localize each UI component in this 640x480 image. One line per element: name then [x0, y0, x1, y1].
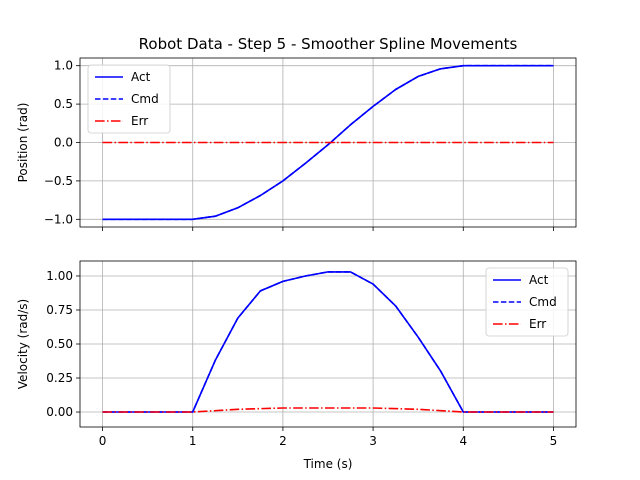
legend-label-cmd: Cmd: [131, 92, 159, 106]
legend-box: [485, 267, 569, 337]
series-line-cmd: [102, 271, 554, 413]
x-tick-label: 0: [99, 434, 107, 448]
legend: Act Cmd Err: [87, 64, 171, 134]
x-tick-label: 5: [550, 434, 558, 448]
y-tick-label: 0.75: [46, 303, 73, 317]
y-axis-label: Velocity (rad/s): [16, 299, 30, 389]
y-tick-label: 0.5: [54, 97, 73, 111]
legend-label-act: Act: [529, 273, 549, 287]
y-tick-label: 0.50: [46, 337, 73, 351]
series-line-err: [102, 407, 554, 413]
y-tick-label: −1.0: [44, 212, 73, 226]
y-tick-label: 0.00: [46, 405, 73, 419]
legend: Act Cmd Err: [485, 267, 569, 337]
x-axis-label: Time (s): [303, 457, 353, 471]
y-tick-label: 0.0: [54, 136, 73, 150]
x-tick-label: 3: [369, 434, 377, 448]
x-tick-label: 1: [189, 434, 197, 448]
y-axis-label: Position (rad): [16, 103, 30, 183]
legend-label-act: Act: [131, 70, 151, 84]
y-tick-label: 1.00: [46, 269, 73, 283]
legend-label-err: Err: [131, 114, 148, 128]
velocity-subplot: 0 1 2 3 4 5 0.00 0.25 0.50 0.75 1.00 Velocity (rad/…: [16, 260, 577, 448]
chart-title: Robot Data - Step 5 - Smoother Spline Mo…: [139, 35, 518, 53]
x-tick-label: 2: [279, 434, 287, 448]
plot-frame: [79, 57, 577, 228]
plot-frame: [79, 260, 577, 428]
x-tick-label: 4: [459, 434, 467, 448]
legend-box: [87, 64, 171, 134]
y-tick-label: −0.5: [44, 174, 73, 188]
position-subplot: −1.0 −0.5 0.0 0.5 1.0 Position (rad) Act Cmd Err: [16, 57, 577, 231]
y-tick-label: 1.0: [54, 59, 73, 73]
series-line-cmd: [102, 64, 554, 221]
legend-label-cmd: Cmd: [529, 295, 557, 309]
y-tick-label: 0.25: [46, 371, 73, 385]
legend-label-err: Err: [529, 317, 546, 331]
